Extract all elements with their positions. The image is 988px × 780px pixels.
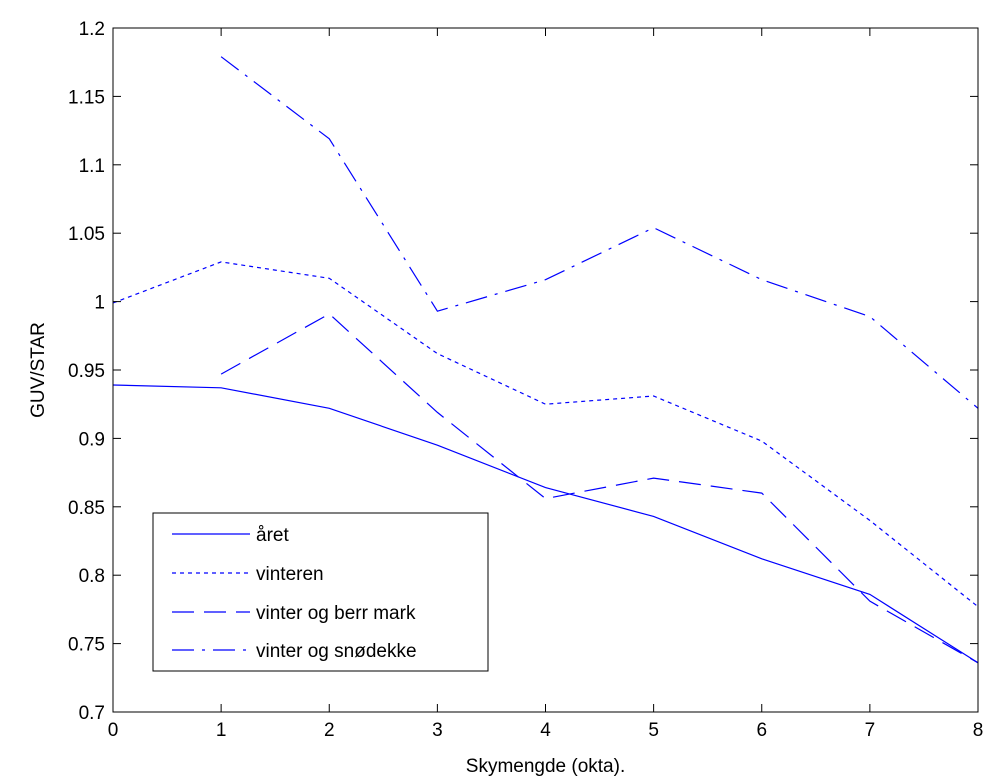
series-line-2: [112, 261, 979, 608]
legend-label: vinter og snødekke: [256, 641, 417, 662]
y-axis-title: GUV/STAR: [28, 322, 49, 418]
y-tick-label: 1.1: [79, 156, 105, 177]
x-tick-label: 1: [216, 720, 227, 741]
y-tick-label: 1: [94, 293, 105, 314]
series-line-1: [112, 384, 979, 664]
legend-box: [152, 512, 489, 672]
y-tick-label: 0.8: [79, 566, 105, 587]
series-layer: [112, 56, 979, 664]
x-tick-label: 5: [648, 720, 659, 741]
x-tick-label: 2: [324, 720, 335, 741]
series-line-4: [220, 56, 979, 409]
y-tick-label: 0.7: [79, 703, 105, 724]
legend: året vinteren vinter og berr mark vinter og…: [152, 512, 489, 672]
y-tick-label: 0.95: [68, 361, 105, 382]
x-tick-label: 8: [973, 720, 984, 741]
x-axis: 0 1 2 3 4 5 6 7 8: [108, 28, 984, 741]
x-tick-label: 3: [432, 720, 443, 741]
legend-label: vinteren: [256, 564, 324, 585]
x-tick-label: 6: [756, 720, 767, 741]
y-tick-label: 0.9: [79, 429, 105, 450]
legend-label: vinter og berr mark: [256, 603, 416, 624]
y-tick-label: 1.15: [68, 87, 105, 108]
y-axis: 0.7 0.75 0.8 0.85 0.9 0.95 1 1.05 1.1 1.15 1.2: [68, 19, 978, 724]
x-tick-label: 7: [865, 720, 876, 741]
x-tick-label: 0: [108, 720, 119, 741]
x-tick-label: 4: [540, 720, 551, 741]
y-tick-label: 0.75: [68, 635, 105, 656]
x-axis-title: Skymengde (okta).: [466, 756, 625, 777]
y-tick-label: 1.05: [68, 224, 105, 245]
series-line-3: [220, 313, 979, 664]
y-tick-label: 0.85: [68, 498, 105, 519]
y-tick-label: 1.2: [79, 19, 105, 40]
legend-label: året: [256, 525, 289, 546]
